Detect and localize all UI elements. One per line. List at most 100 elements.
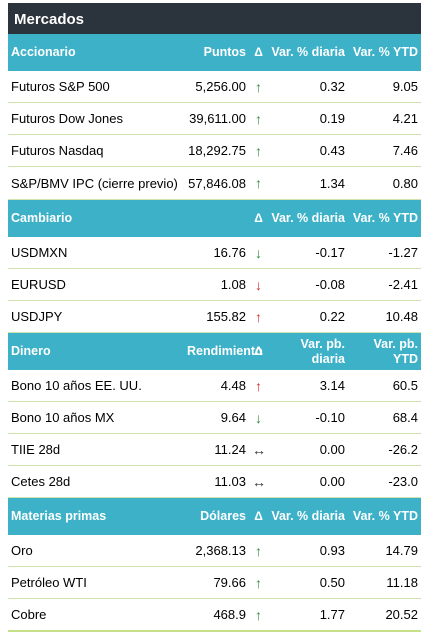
ytd-change: 68.4 (348, 401, 421, 434)
ytd-change: -26.2 (348, 433, 421, 466)
ytd-change-header: Var. % YTD (348, 497, 421, 535)
arrow-horizontal-icon: ↔ (249, 433, 268, 466)
instrument-value: 9.64 (184, 401, 249, 434)
section-header-row: Accionario Puntos Δ Var. % diaria Var. % YTD (8, 34, 421, 71)
arrow-up-icon: ↑ (249, 134, 268, 167)
table-row: Bono 10 años MX 9.64 ↓ -0.10 68.4 (8, 401, 421, 434)
instrument-value: 1.08 (184, 268, 249, 301)
ytd-change: 0.80 (348, 166, 421, 200)
section-header-row: Dinero Rendimiento Δ Var. pb. diaria Var. pb… (8, 332, 421, 370)
table-row: EURUSD 1.08 ↓ -0.08 -2.41 (8, 268, 421, 301)
instrument-name: Bono 10 años MX (8, 401, 184, 434)
daily-change: -0.08 (268, 268, 348, 301)
instrument-value: 79.66 (184, 566, 249, 599)
ytd-change: 14.79 (348, 535, 421, 567)
ytd-change: 60.5 (348, 370, 421, 402)
instrument-name: TIIE 28d (8, 433, 184, 466)
table-row: Futuros Dow Jones 39,611.00 ↑ 0.19 4.21 (8, 102, 421, 135)
instrument-value: 18,292.75 (184, 134, 249, 167)
ytd-change: -2.41 (348, 268, 421, 301)
daily-change: 0.50 (268, 566, 348, 599)
instrument-name: Futuros Nasdaq (8, 134, 184, 167)
value-column-header: Puntos (184, 34, 249, 71)
daily-change: 1.34 (268, 166, 348, 200)
instrument-value: 5,256.00 (184, 71, 249, 103)
daily-change-header: Var. % diaria (268, 497, 348, 535)
ytd-change-header: Var. pb. YTD (348, 332, 421, 370)
instrument-value: 39,611.00 (184, 102, 249, 135)
section-header-row: Materias primas Dólares Δ Var. % diaria Var.… (8, 497, 421, 535)
daily-change: 1.77 (268, 598, 348, 632)
daily-change-header: Var. % diaria (268, 199, 348, 237)
section-name-header: Materias primas (8, 497, 184, 535)
instrument-name: USDJPY (8, 300, 184, 333)
instrument-name: Bono 10 años EE. UU. (8, 370, 184, 402)
delta-column-header: Δ (249, 34, 268, 71)
table-row: USDJPY 155.82 ↑ 0.22 10.48 (8, 300, 421, 333)
arrow-up-icon: ↑ (249, 71, 268, 103)
arrow-up-icon: ↑ (249, 102, 268, 135)
ytd-change: 11.18 (348, 566, 421, 599)
instrument-name: USDMXN (8, 237, 184, 269)
instrument-name: EURUSD (8, 268, 184, 301)
daily-change: 0.19 (268, 102, 348, 135)
instrument-name: Oro (8, 535, 184, 567)
table-row: USDMXN 16.76 ↓ -0.17 -1.27 (8, 237, 421, 269)
markets-table: Accionario Puntos Δ Var. % diaria Var. % YTD… (8, 34, 421, 632)
table-row: Petróleo WTI 79.66 ↑ 0.50 11.18 (8, 566, 421, 599)
table-row: Bono 10 años EE. UU. 4.48 ↑ 3.14 60.5 (8, 370, 421, 402)
instrument-value: 4.48 (184, 370, 249, 402)
section-header-row: Cambiario Δ Var. % diaria Var. % YTD (8, 199, 421, 237)
arrow-up-icon: ↑ (249, 300, 268, 333)
instrument-value: 468.9 (184, 598, 249, 632)
instrument-name: Petróleo WTI (8, 566, 184, 599)
markets-table-container: Mercados Accionario Puntos Δ Var. % diaria V… (8, 3, 421, 632)
value-column-header (184, 199, 249, 237)
table-title: Mercados (8, 3, 421, 34)
daily-change: 0.22 (268, 300, 348, 333)
ytd-change: -23.0 (348, 465, 421, 498)
arrow-up-icon: ↑ (249, 598, 268, 632)
daily-change: -0.10 (268, 401, 348, 434)
instrument-value: 57,846.08 (184, 166, 249, 200)
ytd-change: 9.05 (348, 71, 421, 103)
instrument-name: Futuros Dow Jones (8, 102, 184, 135)
instrument-value: 11.24 (184, 433, 249, 466)
daily-change: -0.17 (268, 237, 348, 269)
table-row: TIIE 28d 11.24 ↔ 0.00 -26.2 (8, 433, 421, 466)
section-name-header: Cambiario (8, 199, 184, 237)
arrow-up-icon: ↑ (249, 166, 268, 200)
ytd-change-header: Var. % YTD (348, 34, 421, 71)
daily-change: 0.00 (268, 433, 348, 466)
table-row: S&P/BMV IPC (cierre previo) 57,846.08 ↑ 1.3… (8, 166, 421, 200)
daily-change-header: Var. % diaria (268, 34, 348, 71)
daily-change: 0.93 (268, 535, 348, 567)
instrument-name: S&P/BMV IPC (cierre previo) (8, 166, 184, 200)
instrument-value: 155.82 (184, 300, 249, 333)
instrument-value: 16.76 (184, 237, 249, 269)
instrument-value: 2,368.13 (184, 535, 249, 567)
ytd-change: 10.48 (348, 300, 421, 333)
table-row: Futuros Nasdaq 18,292.75 ↑ 0.43 7.46 (8, 134, 421, 167)
section-name-header: Accionario (8, 34, 184, 71)
table-row: Cetes 28d 11.03 ↔ 0.00 -23.0 (8, 465, 421, 498)
arrow-up-icon: ↑ (249, 535, 268, 567)
ytd-change: 20.52 (348, 598, 421, 632)
daily-change: 0.00 (268, 465, 348, 498)
table-row: Cobre 468.9 ↑ 1.77 20.52 (8, 598, 421, 632)
value-column-header: Dólares (184, 497, 249, 535)
arrow-horizontal-icon: ↔ (249, 465, 268, 498)
instrument-value: 11.03 (184, 465, 249, 498)
arrow-down-icon: ↓ (249, 401, 268, 434)
ytd-change: 7.46 (348, 134, 421, 167)
delta-column-header: Δ (249, 199, 268, 237)
delta-column-header: Δ (249, 332, 268, 370)
ytd-change: -1.27 (348, 237, 421, 269)
daily-change: 3.14 (268, 370, 348, 402)
instrument-name: Cetes 28d (8, 465, 184, 498)
instrument-name: Cobre (8, 598, 184, 632)
daily-change: 0.32 (268, 71, 348, 103)
instrument-name: Futuros S&P 500 (8, 71, 184, 103)
table-row: Futuros S&P 500 5,256.00 ↑ 0.32 9.05 (8, 71, 421, 103)
arrow-up-icon: ↑ (249, 566, 268, 599)
